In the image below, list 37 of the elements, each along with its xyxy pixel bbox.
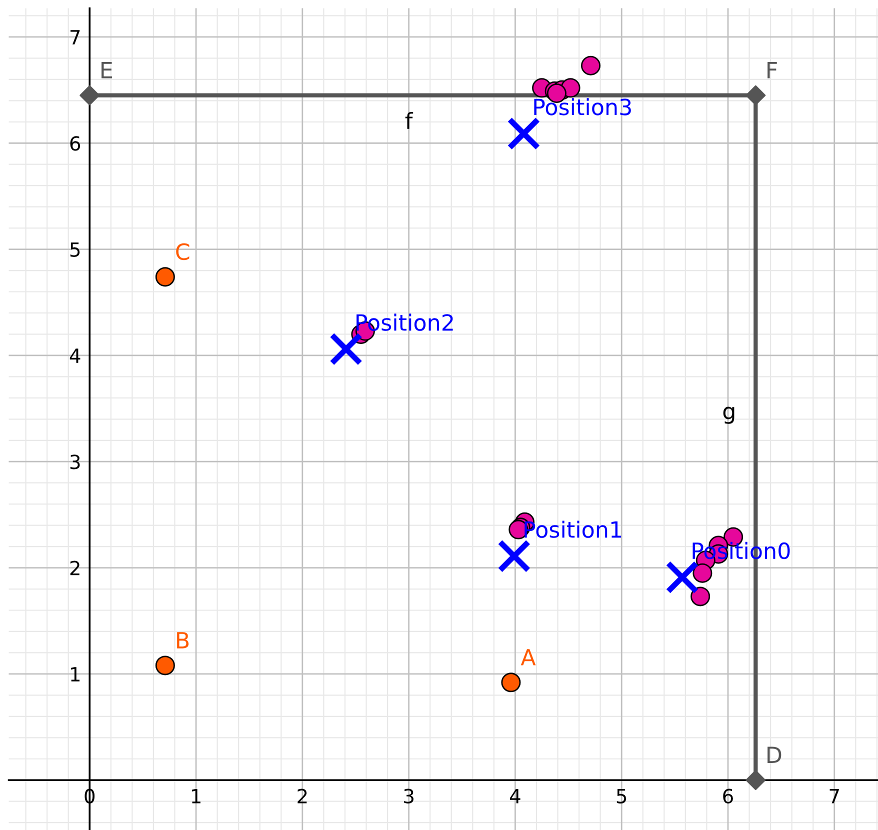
point: [666, 560, 699, 594]
data-label: D: [768, 746, 782, 763]
y-tick-label: 5: [70, 242, 80, 257]
point: [497, 539, 531, 573]
data-label: A: [520, 649, 536, 666]
y-tick-label: 7: [70, 30, 80, 44]
point: [501, 672, 521, 692]
x-tick-label: 5: [616, 789, 626, 804]
data-label: C: [176, 243, 190, 260]
x-tick-label: 7: [830, 789, 839, 804]
data-label: F: [768, 62, 777, 78]
annotation: f: [405, 112, 414, 129]
series-label: Position3: [534, 98, 631, 116]
point: [746, 770, 766, 790]
data-label: E: [102, 62, 112, 78]
y-tick-label: 6: [70, 136, 80, 151]
point: [746, 85, 766, 106]
y-tick-label: 1: [71, 667, 80, 682]
point: [155, 267, 175, 287]
y-tick-label: 2: [70, 560, 80, 576]
point: [507, 116, 540, 150]
point: [80, 85, 100, 106]
point: [690, 586, 710, 606]
point: [329, 332, 363, 366]
y-tick-label: 3: [70, 454, 80, 470]
data-label: B: [177, 632, 189, 648]
x-tick-label: 1: [192, 789, 200, 804]
point: [155, 656, 175, 676]
point: [692, 563, 712, 583]
x-tick-label: 3: [404, 788, 414, 804]
point: [580, 56, 600, 76]
x-tick-label: 6: [723, 788, 733, 804]
y-tick-label: 4: [70, 348, 80, 363]
series-label: Position2: [356, 314, 453, 331]
x-tick-label: 2: [298, 788, 307, 804]
x-tick-label: 4: [510, 789, 520, 804]
annotation: g: [723, 406, 734, 424]
